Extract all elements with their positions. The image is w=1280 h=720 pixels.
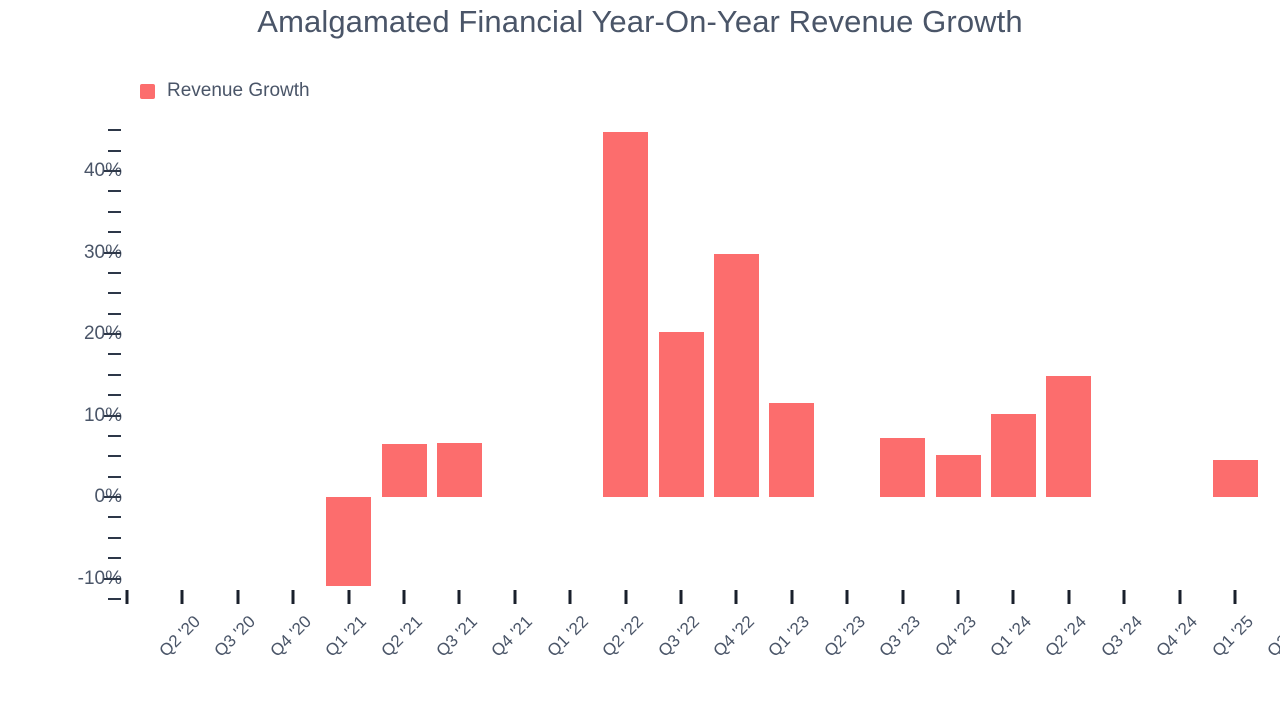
x-axis-label: Q2 '21 <box>377 612 426 661</box>
y-axis-label: 30% <box>83 241 122 263</box>
x-axis-label: Q4 '24 <box>1152 612 1202 661</box>
y-axis-tick-minor <box>108 129 121 132</box>
y-axis-tick-minor <box>108 149 121 152</box>
x-axis-label: Q3 '24 <box>1097 612 1146 661</box>
bar-q421[interactable] <box>436 443 482 497</box>
y-axis-tick-minor <box>108 231 121 234</box>
y-axis: -10% 0% 10% 20% 30% 40% <box>0 0 140 720</box>
x-axis-tick <box>1233 590 1237 604</box>
y-axis-label: 10% <box>83 404 122 426</box>
x-axis-label: Q3 '22 <box>654 612 703 661</box>
y-axis-tick-minor <box>108 455 121 458</box>
x-axis-label: Q2 '22 <box>598 612 648 661</box>
x-axis-label: Q4 '22 <box>709 612 758 661</box>
x-axis-tick <box>624 590 628 604</box>
x-axis-label: Q2 '25 <box>1263 612 1280 661</box>
y-axis-tick-minor <box>108 597 121 600</box>
x-axis-label: Q4 '21 <box>487 612 537 661</box>
x-axis-tick <box>1011 590 1015 604</box>
y-axis-tick-minor <box>108 210 121 213</box>
y-axis-tick-major <box>104 170 121 172</box>
y-axis-tick-minor <box>108 190 121 193</box>
bar-q324[interactable] <box>1046 376 1092 497</box>
y-axis-tick-major <box>104 251 121 254</box>
bar-q123[interactable] <box>713 254 759 497</box>
x-axis-tick <box>457 590 461 604</box>
y-axis-tick-minor <box>108 434 121 437</box>
y-axis-tick-minor <box>108 271 121 274</box>
x-axis-label: Q2 '20 <box>155 612 204 661</box>
x-axis-tick <box>956 590 960 604</box>
y-axis-tick-minor <box>108 557 121 560</box>
page-title: Amalgamated Financial Year-On-Year Reven… <box>257 4 1023 39</box>
x-axis-tick <box>236 590 240 604</box>
bar-q321[interactable] <box>381 444 427 497</box>
y-axis-tick-minor <box>108 536 121 539</box>
y-axis-tick-minor <box>108 394 121 397</box>
x-axis-tick <box>1067 590 1071 604</box>
x-axis-tick <box>1178 590 1182 604</box>
x-axis-label: Q2 '24 <box>1041 612 1091 661</box>
y-axis-tick-minor <box>108 292 121 295</box>
x-axis-tick <box>402 590 406 604</box>
x-axis-tick <box>679 590 683 604</box>
y-axis-label: 40% <box>83 160 122 181</box>
x-axis-label: Q3 '23 <box>875 612 925 661</box>
bar-q221[interactable] <box>326 497 372 586</box>
bar-q423[interactable] <box>880 437 926 497</box>
bar-q422[interactable] <box>658 331 704 497</box>
chart-legend: Revenue Growth <box>140 80 310 102</box>
legend-label-revenue-growth: Revenue Growth <box>167 80 310 101</box>
x-axis-label: Q1 '22 <box>543 612 592 661</box>
x-axis-tick <box>790 590 794 604</box>
x-axis-tick <box>125 590 129 604</box>
x-axis-tick <box>1122 590 1126 604</box>
y-axis-tick-major <box>104 577 121 580</box>
x-axis-label: Q1 '25 <box>1208 612 1257 661</box>
x-axis-label: Q1 '23 <box>764 612 814 661</box>
x-axis-tick <box>347 590 351 604</box>
x-axis-tick <box>513 590 517 604</box>
y-axis-tick-minor <box>108 475 121 478</box>
x-axis-label: Q4 '20 <box>266 612 315 661</box>
x-axis-label: Q2 '23 <box>820 612 869 661</box>
bar-q225[interactable] <box>1212 459 1258 497</box>
x-axis-label: Q3 '21 <box>432 612 481 661</box>
legend-swatch-revenue-growth <box>140 83 155 99</box>
bar-q124[interactable] <box>935 455 981 497</box>
y-axis-label: -10% <box>77 567 122 589</box>
x-axis-label: Q4 '23 <box>931 612 980 661</box>
y-axis-tick-minor <box>108 373 121 376</box>
y-axis-tick-major <box>104 333 121 335</box>
y-axis-tick-major <box>104 414 121 417</box>
x-axis-tick <box>845 590 849 604</box>
y-axis-tick-minor <box>108 312 121 315</box>
x-axis-label: Q1 '24 <box>986 612 1035 661</box>
bar-q322[interactable] <box>603 131 649 497</box>
bar-q224[interactable] <box>990 413 1036 497</box>
x-axis-tick <box>568 590 572 604</box>
y-axis-tick-major <box>104 496 121 498</box>
x-axis-tick <box>180 590 184 604</box>
x-axis-label: Q3 '20 <box>210 612 260 661</box>
x-axis-tick <box>901 590 905 604</box>
y-axis-label: 20% <box>83 323 122 344</box>
x-axis-tick <box>291 590 295 604</box>
y-axis-tick-minor <box>108 353 121 356</box>
bar-q223[interactable] <box>769 403 815 497</box>
y-axis-tick-minor <box>108 516 121 519</box>
x-axis-label: Q1 '21 <box>321 612 371 661</box>
x-axis-tick <box>734 590 738 604</box>
